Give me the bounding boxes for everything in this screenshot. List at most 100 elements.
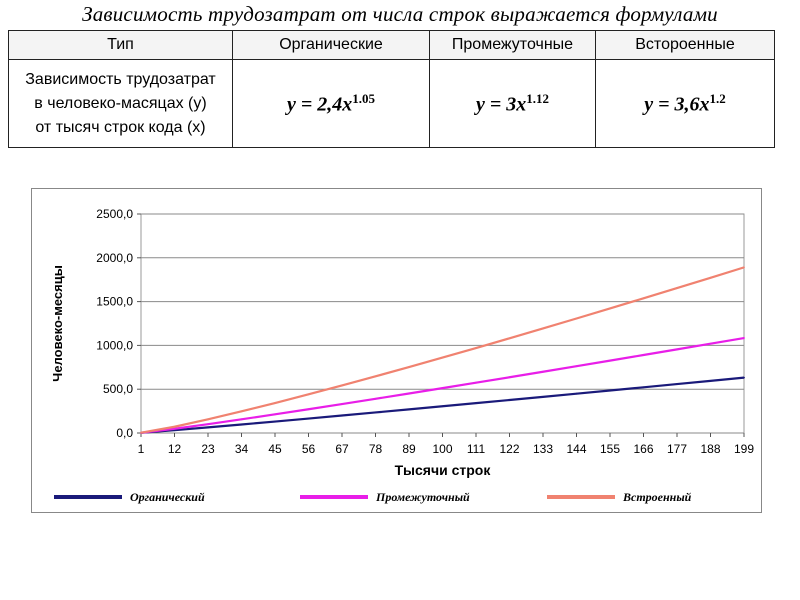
data-point [173,427,176,430]
row-description-line: Зависимость трудозатрат [25,70,216,88]
data-point [609,359,611,362]
x-tick-label: 177 [667,442,687,456]
data-point [341,414,343,417]
line-chart: 0,0 500,0 1000,0 1500,0 2000,0 2500,0 1 12 23 34 4… [50,207,754,504]
data-point [642,354,645,356]
data-point [207,426,209,429]
y-tick-label: 2000,0 [96,251,133,265]
x-tick-label: 111 [467,442,486,456]
x-tick-label: 45 [268,442,282,456]
y-tick-label: 2500,0 [96,207,133,221]
data-point [341,403,343,405]
data-point [542,327,544,330]
y-tick-label: 500,0 [103,382,133,396]
data-point [475,381,477,384]
y-axis-label: Человеко-месяцы [50,265,65,382]
x-axis-label: Тысячи строк [395,462,492,478]
data-point [676,287,678,289]
data-point [408,392,410,395]
data-point [642,386,645,389]
header-embedded: Встороенные [595,30,775,60]
data-point [274,402,276,404]
row-description-line: от тысяч строк кода (x) [35,118,206,136]
x-tick-label: 199 [734,442,754,456]
data-point [307,417,310,420]
data-point [441,405,444,408]
x-tick-label: 23 [201,442,215,456]
x-tick-label: 56 [302,442,316,456]
data-point [475,402,477,405]
x-tick-label: 122 [499,442,519,456]
formula-organic: y = 2,4x1.05 [232,59,430,148]
x-tick-label: 34 [235,442,249,456]
header-intermediate: Промежуточные [429,30,596,60]
data-point [307,408,310,411]
x-tick-label: 67 [335,442,349,456]
x-tick-label: 155 [600,442,620,456]
data-point [709,342,712,345]
header-type: Тип [8,30,233,60]
data-point [207,418,209,421]
data-point [508,337,511,340]
formula-table: Тип Органические Промежуточные Встороенн… [8,30,775,148]
y-tick-label: 0,0 [116,426,133,440]
x-tick-label: 188 [700,442,720,456]
data-point [240,418,243,421]
x-tick-label: 100 [432,442,452,456]
data-point [508,376,511,379]
legend-label: Органический [130,490,205,504]
formula-embedded: y = 3,6x1.2 [595,59,775,148]
data-point [575,392,578,395]
formula-base: y = 3x [475,93,527,116]
data-point [173,425,176,428]
x-tick-label: 78 [369,442,383,456]
data-point [542,395,544,398]
data-point [743,376,745,379]
data-point [408,366,410,368]
plot-area [140,213,745,434]
data-point [508,399,511,401]
formula-base: y = 3,6x [644,93,710,116]
data-point [374,375,377,378]
legend-label: Промежуточный [375,490,470,504]
x-tick-label: 133 [533,442,553,456]
data-point [374,397,377,400]
x-tick-label: 12 [168,442,182,456]
chart-container: 0,0 500,0 1000,0 1500,0 2000,0 2500,0 1 12 23 34 4… [31,188,762,513]
formula-base: y = 2,4x [286,93,353,116]
table-header-row: Тип Органические Промежуточные Встороенн… [8,30,775,60]
data-point [475,347,477,349]
data-point [307,393,310,396]
data-point [542,370,544,373]
data-point [207,423,209,426]
data-point [374,411,377,414]
data-point [274,413,276,416]
page-title: Зависимость трудозатрат от числа строк в… [82,2,718,26]
row-description-line: в человеко-масяцах (y) [34,94,207,112]
x-tick-label: 89 [402,442,416,456]
data-point [642,297,645,300]
data-point [441,356,444,359]
formula-exponent: 1.12 [526,90,550,106]
data-point [140,431,142,434]
data-point [709,379,712,382]
data-point [240,410,243,413]
row-description: Зависимость трудозатрат в человеко-масяц… [8,59,233,148]
data-point [274,420,276,423]
data-point [575,317,578,320]
legend-label: Встроенный [622,490,692,504]
header-organic: Органические [232,30,430,60]
y-tick-label: 1500,0 [96,295,133,309]
table-row: Зависимость трудозатрат в человеко-масяц… [8,59,775,148]
x-tick-label: 166 [633,442,653,456]
data-point [676,348,678,351]
y-tick-label: 1000,0 [96,338,133,352]
x-tick-label: 144 [566,442,586,456]
data-point [609,307,611,310]
formula-exponent: 1.05 [352,90,376,106]
data-point [441,387,444,390]
data-point [575,365,578,368]
data-point [408,408,410,411]
data-point [743,337,745,339]
data-point [709,276,712,279]
